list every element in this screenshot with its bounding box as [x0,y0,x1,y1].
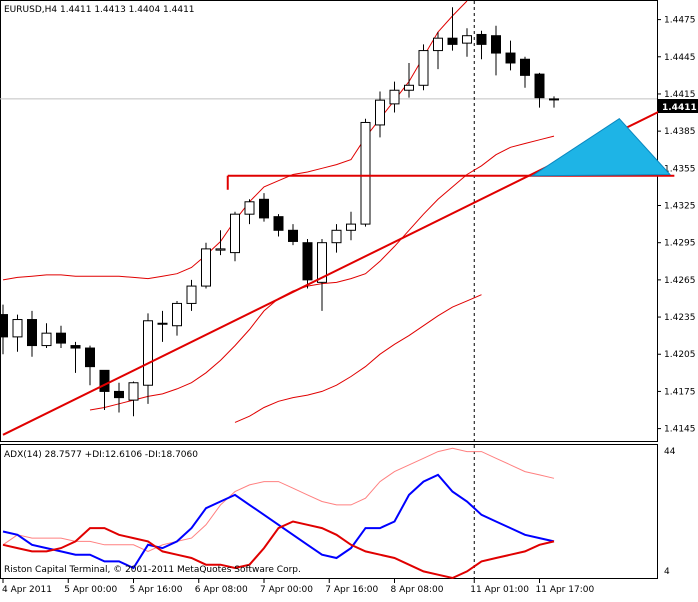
bear-candle [491,35,501,54]
price-tick-label: 1.4265 [664,276,696,286]
adx-indicator [2,447,555,580]
price-tick-label: 1.4325 [664,202,696,212]
bear-candle [273,216,284,231]
bull-candle [230,213,240,254]
bear-candle [259,198,269,219]
bull-candle [360,121,371,225]
price-tick-label: 1.4355 [664,164,696,174]
bull-candle [201,248,211,287]
bear-candle [114,390,124,399]
bear-candle [505,52,516,64]
time-tick-label: 8 Apr 08:00 [391,585,444,595]
bull-candle [331,229,342,244]
bear-candle [56,332,66,344]
price-tick-label: 1.4475 [664,16,696,26]
bollinger-lower-band [234,294,482,423]
price-tick-label: 1.4295 [664,239,696,249]
bull-candle [157,322,168,325]
bull-candle [41,332,52,347]
current-price-label: 1.4411 [662,103,697,113]
bear-candle [476,33,487,45]
triangle-shape [530,118,672,177]
bear-candle [27,319,37,347]
price-axis: 1.4475 1.4445 1.4415 1.4385 1.4355 1.4325 1.42… [657,16,696,435]
bull-candle [375,99,385,126]
time-tick-label: 7 Apr 00:00 [260,585,313,595]
bull-candle [172,302,182,327]
bull-candle [12,319,23,338]
bear-candle [288,229,298,242]
price-tick-label: 1.4445 [664,53,696,63]
bear-candle [70,345,81,349]
bear-candle [99,369,110,392]
time-tick-label: 6 Apr 08:00 [195,585,248,595]
adx-label: ADX(14) 28.7577 +DI:12.6106 -DI:18.7060 [4,450,198,460]
bull-candle [462,35,472,44]
adx-top-label: 44 [664,447,676,457]
adx-line [2,447,555,552]
price-tick-label: 1.4205 [664,350,696,360]
bear-candle [447,37,458,45]
bull-candle [549,98,559,101]
bull-candle [404,84,414,91]
bear-candle [534,73,545,99]
bear-candle [0,314,8,338]
bull-candle [143,320,153,386]
main-chart-frame [0,0,658,442]
time-axis: 4 Apr 2011 5 Apr 00:00 5 Apr 16:00 6 Apr 08… [2,579,594,595]
bear-candle [85,347,95,368]
bull-candle [128,382,139,401]
price-tick-label: 1.4415 [664,90,696,100]
time-tick-label: 5 Apr 16:00 [130,585,183,595]
bull-candle [346,223,356,231]
price-tick-label: 1.4235 [664,313,696,323]
bull-candle [433,37,443,52]
bull-candle [186,285,197,304]
chart-drawings [2,101,678,436]
minus-di-line [2,520,555,580]
bull-candle [389,89,400,105]
bull-candle [418,50,429,86]
bear-candle [520,58,530,76]
time-tick-label: 7 Apr 16:00 [325,585,378,595]
price-tick-label: 1.4175 [664,387,696,397]
copyright-text: Riston Capital Terminal, © 2001-2011 Met… [4,565,301,575]
chart-header: EURUSD,H4 1.4411 1.4413 1.4404 1.4411 [4,5,195,15]
bull-candle [317,242,327,283]
bull-candle [244,201,255,215]
candlesticks [0,7,559,417]
price-tick-label: 1.4145 [664,425,696,435]
adx-bottom-label: 4 [664,567,670,577]
time-tick-label: 11 Apr 01:00 [470,585,529,595]
price-grid [0,1,657,578]
plus-di-line [2,473,555,570]
current-price-box [658,99,698,113]
time-tick-label: 5 Apr 00:00 [64,585,117,595]
time-tick-label: 11 Apr 17:00 [536,585,595,595]
price-tick-label: 1.4385 [664,127,696,137]
time-tick-label: 4 Apr 2011 [2,585,52,595]
bear-candle [302,242,313,281]
bull-candle [215,248,226,251]
